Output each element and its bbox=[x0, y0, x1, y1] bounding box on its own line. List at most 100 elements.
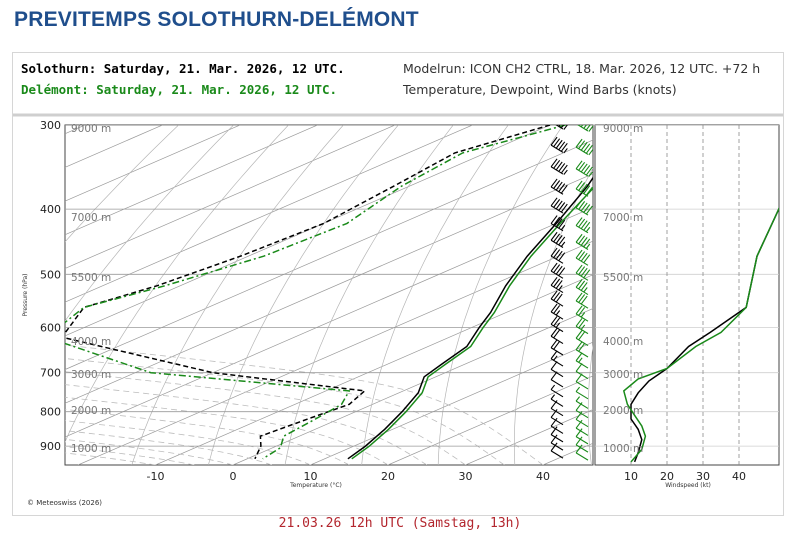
wind-barb-flag bbox=[550, 409, 558, 418]
wind-barb-flag bbox=[558, 125, 561, 127]
wind-barb-flag bbox=[550, 350, 558, 360]
wind-barb-staff bbox=[575, 286, 589, 296]
wind-barb-staff bbox=[550, 398, 564, 407]
wind-barb-flag bbox=[585, 205, 593, 215]
wind-barb-flag bbox=[556, 125, 557, 126]
isotherm-line bbox=[310, 341, 593, 465]
wind-barb-half bbox=[578, 357, 583, 363]
wind-barb bbox=[575, 436, 589, 453]
wind-height-label: 7000 m bbox=[603, 212, 643, 224]
isotherm-line bbox=[65, 125, 396, 269]
wind-barb-half bbox=[583, 287, 588, 293]
wind-barb-flag bbox=[553, 216, 561, 226]
wind-barb-staff bbox=[575, 452, 589, 461]
wind-barb-flag bbox=[553, 233, 561, 243]
wind-barb-half bbox=[560, 224, 566, 231]
pressure-tick-label: 300 bbox=[40, 119, 61, 132]
wind-barb-flag bbox=[583, 254, 591, 264]
wind-barb-flag bbox=[560, 143, 568, 152]
wind-barb bbox=[575, 264, 591, 281]
station1-label: Solothurn: Saturday, 21. Mar. 2026, 12 U… bbox=[21, 61, 345, 76]
wind-barb-flag bbox=[575, 180, 583, 190]
wind-barb-staff bbox=[550, 425, 564, 434]
wind-barb bbox=[575, 402, 589, 419]
wind-barb-flag bbox=[553, 278, 561, 288]
wind-barb-half bbox=[580, 324, 586, 330]
wind-barb-flag bbox=[553, 160, 561, 169]
wind-barb-flag bbox=[553, 199, 561, 208]
wind-barb-flag bbox=[550, 178, 558, 188]
wind-barb-flag bbox=[578, 331, 586, 341]
wind-barb-staff bbox=[575, 146, 589, 155]
wind-barb-flag bbox=[550, 371, 558, 380]
wind-barb-flag bbox=[563, 125, 568, 130]
wind-barb-flag bbox=[558, 267, 566, 277]
wind-barb bbox=[575, 199, 593, 216]
isotherm-line bbox=[65, 139, 593, 370]
wind-barb-flag bbox=[550, 434, 558, 444]
wind-height-label: 4000 m bbox=[603, 336, 643, 348]
wind-barb-staff bbox=[550, 407, 564, 417]
wind-barb-flag bbox=[550, 327, 558, 337]
wind-barb-half bbox=[585, 243, 591, 249]
wind-barb-flag bbox=[578, 342, 586, 352]
wind-barb-half bbox=[550, 384, 556, 390]
wind-barb-half bbox=[553, 355, 558, 361]
page-title: PREVITEMPS SOLOTHURN-DELÉMONT bbox=[14, 8, 419, 31]
wind-barb-flag bbox=[550, 215, 558, 224]
wind-barb-flag bbox=[578, 140, 586, 150]
wind-profile-line-solothurn bbox=[630, 206, 779, 463]
wind-barb bbox=[550, 276, 564, 294]
wind-barb-staff bbox=[575, 168, 589, 177]
wind-barb-staff bbox=[550, 442, 564, 451]
pressure-tick-label: 700 bbox=[40, 367, 61, 380]
temperature-line-solothurn bbox=[347, 176, 593, 460]
temp-tick-label: 10 bbox=[304, 470, 318, 483]
wind-barb-staff bbox=[550, 223, 564, 232]
wind-barb-half bbox=[563, 148, 568, 154]
wind-barb-flag bbox=[575, 278, 583, 288]
wind-barb bbox=[550, 417, 564, 434]
wind-barb-staff bbox=[550, 450, 564, 459]
wind-barb-staff bbox=[575, 225, 589, 234]
wind-barb-staff bbox=[575, 300, 589, 309]
wind-barb-flag bbox=[578, 235, 586, 245]
wind-barb-staff bbox=[575, 257, 589, 266]
wind-barb-staff bbox=[550, 270, 564, 279]
wind-barb-staff bbox=[550, 166, 564, 175]
wind-barb-staff bbox=[575, 272, 589, 281]
wind-barb bbox=[555, 125, 568, 130]
wind-barb-flag bbox=[550, 276, 558, 286]
wind-barb bbox=[575, 160, 593, 177]
wind-barb-flag bbox=[558, 252, 566, 262]
wind-barb bbox=[550, 384, 564, 398]
wind-barb bbox=[575, 233, 591, 250]
wind-barb bbox=[575, 444, 589, 461]
wind-barb bbox=[575, 386, 589, 400]
x-axis-label: Temperature (°C) bbox=[289, 482, 342, 489]
wind-barb-staff bbox=[575, 436, 589, 445]
wind-barb-flag bbox=[553, 329, 561, 339]
wind-barb-flag bbox=[585, 166, 593, 176]
wind-barb bbox=[575, 352, 589, 369]
wind-barb-half bbox=[555, 310, 561, 316]
chart-canvas: 300 400 500 600 700 800 900 -10 0 10 20 30 40 9000 m 7… bbox=[13, 113, 783, 507]
moist-adiabat-line bbox=[65, 358, 505, 465]
wind-barb-flag bbox=[575, 352, 583, 362]
wind-barb-staff bbox=[575, 207, 589, 216]
wind-barb-flag bbox=[553, 180, 561, 189]
wind-barb bbox=[550, 262, 566, 279]
wind-barb bbox=[550, 371, 564, 388]
wind-barb bbox=[550, 290, 564, 307]
wind-barb-flag bbox=[558, 202, 566, 211]
wind-barb bbox=[575, 373, 589, 390]
wind-barb-flag bbox=[553, 317, 561, 327]
wind-barb-half bbox=[575, 386, 581, 392]
wind-barb-flag bbox=[550, 417, 558, 427]
dry-adiabat-line bbox=[587, 344, 593, 465]
wind-barb-flag bbox=[558, 183, 566, 192]
wind-barb-flag bbox=[575, 217, 583, 226]
wind-barb-flag bbox=[578, 266, 586, 275]
wind-barb bbox=[550, 442, 564, 459]
wind-barb-flag bbox=[583, 143, 591, 153]
